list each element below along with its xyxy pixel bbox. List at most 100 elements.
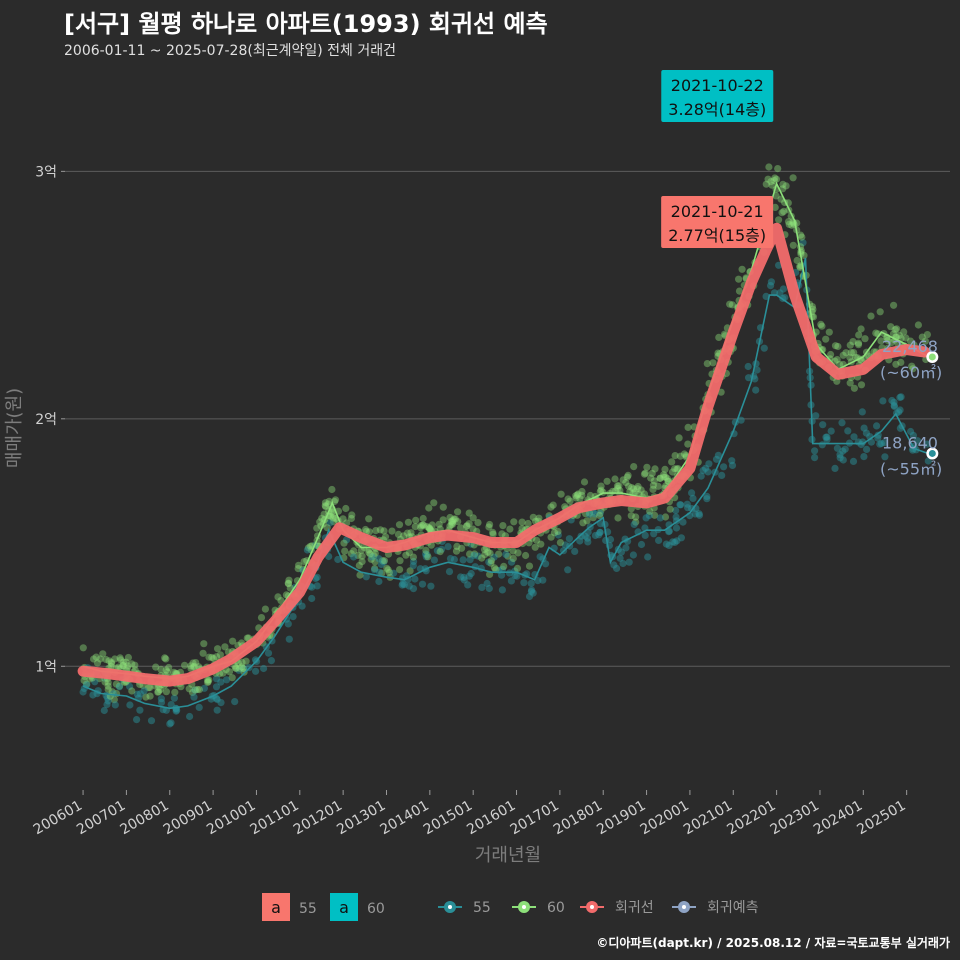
transaction-point (833, 356, 841, 364)
x-tick-label: 202201 (724, 798, 778, 839)
transaction-point (195, 703, 203, 712)
transaction-point (454, 508, 462, 516)
transaction-point (350, 553, 358, 561)
x-tick-label: 201601 (464, 798, 518, 839)
transaction-point (308, 594, 316, 603)
transaction-point (616, 486, 624, 495)
transaction-point (449, 517, 457, 525)
transaction-point (185, 685, 193, 693)
transaction-point (128, 660, 136, 668)
transaction-point (872, 329, 880, 337)
transaction-point (831, 342, 840, 350)
transaction-point (295, 561, 303, 569)
transaction-point (170, 694, 178, 702)
transaction-point (450, 555, 458, 564)
transaction-point (812, 412, 820, 420)
transaction-point (509, 554, 517, 563)
transaction-point (140, 687, 148, 695)
transaction-point (409, 562, 417, 570)
transaction-point (376, 526, 384, 534)
transaction-point (923, 331, 932, 339)
transaction-point (205, 653, 213, 661)
transaction-point (384, 566, 392, 574)
transaction-point (860, 453, 868, 461)
transaction-point (342, 504, 350, 513)
legend-line-text: 회귀예측 (707, 900, 759, 916)
transaction-point (485, 558, 493, 566)
transaction-point (204, 676, 212, 684)
transaction-point (625, 482, 633, 490)
transaction-point (486, 520, 494, 529)
transaction-point (506, 525, 514, 533)
transaction-point (527, 579, 535, 588)
transaction-point (119, 662, 127, 670)
transaction-point (357, 546, 365, 554)
transaction-point (557, 490, 565, 498)
transaction-point (547, 503, 555, 511)
transaction-point (190, 662, 198, 671)
transaction-point (313, 573, 321, 581)
transaction-point (219, 669, 227, 677)
transaction-point (231, 698, 239, 706)
transaction-point (874, 434, 882, 442)
transaction-point (817, 320, 825, 328)
transaction-point (225, 668, 234, 676)
transaction-point (381, 533, 390, 541)
transaction-point (775, 216, 783, 224)
transaction-point (124, 653, 132, 662)
transaction-point (768, 181, 776, 189)
transaction-point (823, 436, 831, 444)
transaction-point (154, 688, 163, 696)
callout-date: 2021-10-21 (671, 202, 764, 221)
transaction-point (770, 176, 778, 185)
transaction-point (699, 466, 707, 475)
transaction-point (779, 285, 788, 293)
transaction-point (306, 542, 314, 550)
transaction-point (448, 518, 456, 527)
transaction-point (889, 330, 898, 338)
transaction-point (888, 396, 896, 405)
x-tick-label: 201401 (378, 798, 432, 839)
transaction-point (779, 185, 787, 193)
transaction-point (632, 513, 640, 521)
transaction-point (663, 475, 672, 483)
transaction-point (867, 312, 875, 320)
transaction-point (846, 379, 854, 387)
transaction-point (846, 353, 854, 361)
transaction-point (650, 530, 658, 538)
transaction-point (409, 553, 417, 561)
transaction-point (603, 477, 611, 485)
transaction-point (423, 523, 431, 531)
transaction-point (380, 527, 388, 535)
transaction-point (189, 659, 197, 667)
transaction-point (171, 688, 179, 696)
transaction-point (660, 471, 668, 479)
transaction-point (514, 549, 522, 557)
transaction-point (631, 488, 639, 496)
transaction-point (909, 365, 917, 373)
transaction-point (487, 557, 495, 565)
transaction-point (640, 490, 649, 498)
transaction-point (831, 464, 839, 472)
transaction-point (264, 649, 273, 657)
transaction-point (419, 521, 427, 529)
transaction-point (855, 331, 863, 339)
transaction-point (108, 660, 116, 668)
transaction-point (500, 562, 508, 571)
transaction-point (489, 528, 497, 537)
transaction-point (100, 706, 108, 715)
transaction-point (895, 331, 904, 339)
transaction-point (876, 308, 884, 316)
transaction-point (147, 717, 156, 725)
transaction-point (186, 712, 194, 721)
chart-title: [서구] 월평 하나로 아파트(1993) 회귀선 예측 (64, 10, 548, 38)
transaction-point (887, 339, 896, 347)
transaction-point (858, 408, 866, 416)
transaction-point (463, 522, 471, 530)
transaction-point (465, 509, 473, 517)
transaction-point (284, 620, 292, 628)
transaction-point (362, 573, 370, 581)
transaction-point (767, 178, 775, 186)
transaction-point (644, 553, 652, 561)
transaction-point (229, 637, 237, 645)
